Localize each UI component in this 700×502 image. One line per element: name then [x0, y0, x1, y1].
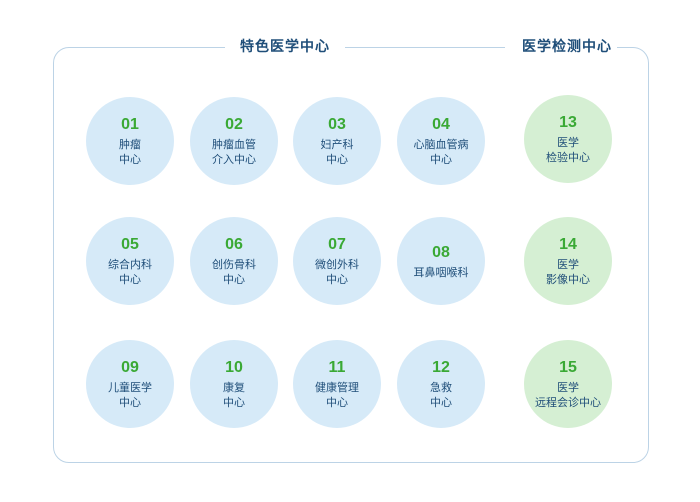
center-label-line: 检验中心 — [546, 151, 590, 164]
center-number: 03 — [328, 116, 346, 133]
center-circle-03: 03 妇产科中心 — [293, 97, 381, 185]
center-label-line: 微创外科 — [315, 258, 359, 271]
center-label-line: 中心 — [119, 153, 141, 166]
center-number: 11 — [328, 359, 346, 376]
center-label-line: 中心 — [119, 273, 141, 286]
center-number: 10 — [225, 359, 243, 376]
center-number: 13 — [559, 114, 577, 131]
center-number: 04 — [432, 116, 450, 133]
center-label-line: 中心 — [326, 396, 348, 409]
center-number: 09 — [121, 359, 139, 376]
center-label-line: 医学 — [557, 136, 579, 149]
header-divider-line — [345, 47, 505, 48]
center-label-line: 中心 — [430, 396, 452, 409]
center-label-line: 健康管理 — [315, 381, 359, 394]
center-circle-09: 09 儿童医学中心 — [86, 340, 174, 428]
center-label-line: 肿瘤血管 — [212, 138, 256, 151]
center-number: 02 — [225, 116, 243, 133]
center-label-line: 中心 — [119, 396, 141, 409]
center-number: 05 — [121, 236, 139, 253]
center-label-line: 综合内科 — [108, 258, 152, 271]
center-number: 15 — [559, 359, 577, 376]
center-label-line: 远程会诊中心 — [535, 396, 601, 409]
center-label-line: 心脑血管病 — [413, 138, 469, 151]
center-label-line: 中心 — [326, 153, 348, 166]
center-number: 14 — [559, 236, 577, 253]
center-label-line: 介入中心 — [212, 153, 256, 166]
center-number: 08 — [432, 243, 450, 261]
center-circle-15: 15 医学远程会诊中心 — [524, 340, 612, 428]
center-circle-02: 02 肿瘤血管介入中心 — [190, 97, 278, 185]
featured-section-title: 特色医学中心 — [240, 39, 330, 55]
center-circle-12: 12 急救中心 — [397, 340, 485, 428]
center-label-line: 妇产科 — [320, 138, 354, 151]
center-number: 01 — [121, 116, 139, 133]
center-number: 12 — [432, 359, 450, 376]
center-label-line: 肿瘤 — [119, 138, 141, 151]
center-circle-10: 10 康复中心 — [190, 340, 278, 428]
center-circle-14: 14 医学影像中心 — [524, 217, 612, 305]
center-label-line: 中心 — [326, 273, 348, 286]
center-label-line: 医学 — [557, 258, 579, 271]
center-label-line: 医学 — [557, 381, 579, 394]
center-circle-13: 13 医学检验中心 — [524, 95, 612, 183]
center-label-line: 影像中心 — [546, 273, 590, 286]
center-circle-08: 08 耳鼻咽喉科 — [397, 217, 485, 305]
center-circle-07: 07 微创外科中心 — [293, 217, 381, 305]
center-label-line: 急救 — [430, 381, 452, 394]
center-number: 07 — [328, 236, 346, 253]
center-circle-11: 11 健康管理中心 — [293, 340, 381, 428]
center-label-line: 康复 — [223, 381, 245, 394]
center-number: 06 — [225, 236, 243, 253]
center-label-line: 中心 — [223, 273, 245, 286]
center-label-line: 创伤骨科 — [212, 258, 256, 271]
center-circle-06: 06 创伤骨科中心 — [190, 217, 278, 305]
center-label-line: 中心 — [430, 153, 452, 166]
center-circle-04: 04 心脑血管病中心 — [397, 97, 485, 185]
center-label-line: 儿童医学 — [108, 381, 152, 394]
diagnostics-section-title: 医学检测中心 — [522, 39, 612, 55]
center-label-line: 耳鼻咽喉科 — [413, 265, 469, 279]
center-circle-05: 05 综合内科中心 — [86, 217, 174, 305]
center-label-line: 中心 — [223, 396, 245, 409]
center-circle-01: 01 肿瘤中心 — [86, 97, 174, 185]
